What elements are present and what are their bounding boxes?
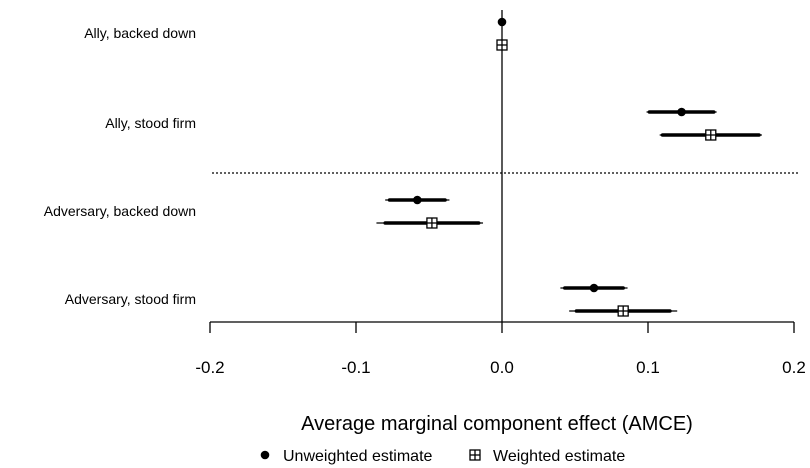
x-tick-label: -0.2 — [195, 358, 224, 377]
category-label: Ally, stood firm — [105, 115, 196, 131]
x-tick-label: 0.0 — [490, 358, 514, 377]
category-labels: Ally, backed down Ally, stood firm Adversa… — [44, 25, 196, 307]
legend-label: Unweighted estimate — [283, 448, 433, 465]
unweighted-point — [497, 17, 507, 27]
legend-circle-icon — [260, 450, 270, 460]
x-axis: -0.2 -0.1 0.0 0.1 0.2 — [195, 321, 806, 377]
category-label: Adversary, stood firm — [65, 291, 196, 307]
unweighted-point — [589, 283, 599, 293]
series-marks — [376, 17, 762, 317]
x-axis-label: Average marginal component effect (AMCE) — [301, 413, 693, 435]
category-label: Adversary, backed down — [44, 203, 196, 219]
weighted-point — [426, 217, 438, 229]
x-tick-label: 0.2 — [782, 358, 806, 377]
x-tick-label: 0.1 — [636, 358, 660, 377]
x-tick-label: -0.1 — [341, 358, 370, 377]
unweighted-point — [413, 195, 422, 205]
legend: Unweighted estimate Weighted estimate — [260, 448, 625, 465]
unweighted-point — [677, 107, 686, 117]
weighted-point — [617, 305, 629, 317]
weighted-point — [705, 129, 717, 141]
weighted-point — [496, 39, 508, 51]
category-label: Ally, backed down — [84, 25, 196, 41]
legend-label: Weighted estimate — [493, 448, 625, 465]
legend-boxed-plus-icon — [469, 449, 481, 461]
